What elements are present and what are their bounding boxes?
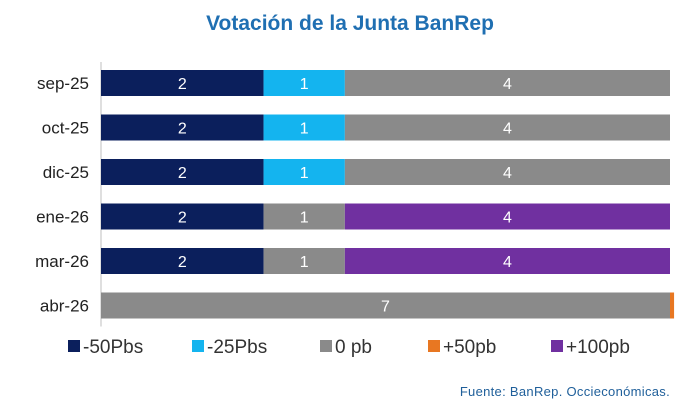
bar-segment — [344, 203, 670, 230]
bar-segment — [263, 203, 345, 230]
legend-swatch — [68, 340, 80, 352]
bar-segment — [263, 248, 345, 274]
bar-segment — [263, 159, 345, 185]
bar-segment — [263, 114, 345, 141]
bar-segment — [344, 114, 670, 141]
legend-item: +100pb — [551, 337, 630, 358]
category-label: sep-25 — [37, 74, 89, 93]
chart-title: Votación de la Junta BanRep — [206, 12, 494, 35]
legend-label: -25Pbs — [207, 337, 267, 358]
legend-swatch — [192, 340, 204, 352]
data-label: 2 — [178, 210, 187, 227]
data-label: 1 — [300, 76, 309, 93]
data-label: 1 — [300, 165, 309, 182]
legend: -50Pbs -25Pbs 0 pb +50pb +100pb — [68, 337, 630, 358]
source-note: Fuente: BanRep. Occieconómicas. — [459, 384, 670, 399]
data-label: 1 — [300, 210, 309, 227]
data-label: 4 — [503, 165, 512, 182]
bars: 2 1 4 2 1 4 2 1 4 2 1 4 2 1 4 7 — [101, 70, 675, 319]
legend-item: +50pb — [428, 337, 496, 358]
category-label: dic-25 — [43, 163, 89, 182]
data-label: 4 — [503, 121, 512, 138]
data-label: 4 — [503, 254, 512, 271]
legend-item: -25Pbs — [192, 337, 267, 358]
data-label: 2 — [178, 76, 187, 93]
bar-segment — [101, 70, 264, 96]
bar-segment — [101, 292, 670, 319]
bar-segment — [101, 203, 264, 230]
data-label: 4 — [503, 210, 512, 227]
legend-label: +50pb — [443, 337, 496, 358]
legend-swatch — [551, 340, 563, 352]
bar-segment — [670, 292, 675, 319]
bar-segment — [101, 248, 264, 274]
data-label: 1 — [300, 121, 309, 138]
legend-item: 0 pb — [320, 337, 372, 358]
legend-swatch — [320, 340, 332, 352]
bar-segment — [101, 159, 264, 185]
bar-segment — [263, 70, 345, 96]
category-label: mar-26 — [35, 252, 89, 271]
data-label: 4 — [503, 76, 512, 93]
bar-segment — [344, 159, 670, 185]
legend-label: 0 pb — [335, 337, 372, 358]
y-axis: sep-25 oct-25 dic-25 ene-26 mar-26 abr-26 — [35, 62, 102, 327]
bar-segment — [344, 70, 670, 96]
category-label: ene-26 — [36, 208, 89, 227]
data-label: 2 — [178, 254, 187, 271]
legend-label: +100pb — [566, 337, 630, 358]
data-label: 2 — [178, 165, 187, 182]
data-label: 7 — [381, 299, 390, 316]
legend-item: -50Pbs — [68, 337, 143, 358]
category-label: abr-26 — [40, 297, 89, 316]
legend-swatch — [428, 340, 440, 352]
bar-segment — [344, 248, 670, 274]
bar-segment — [101, 114, 264, 141]
data-label: 1 — [300, 254, 309, 271]
data-label: 2 — [178, 121, 187, 138]
legend-label: -50Pbs — [83, 337, 143, 358]
category-label: oct-25 — [42, 119, 89, 138]
